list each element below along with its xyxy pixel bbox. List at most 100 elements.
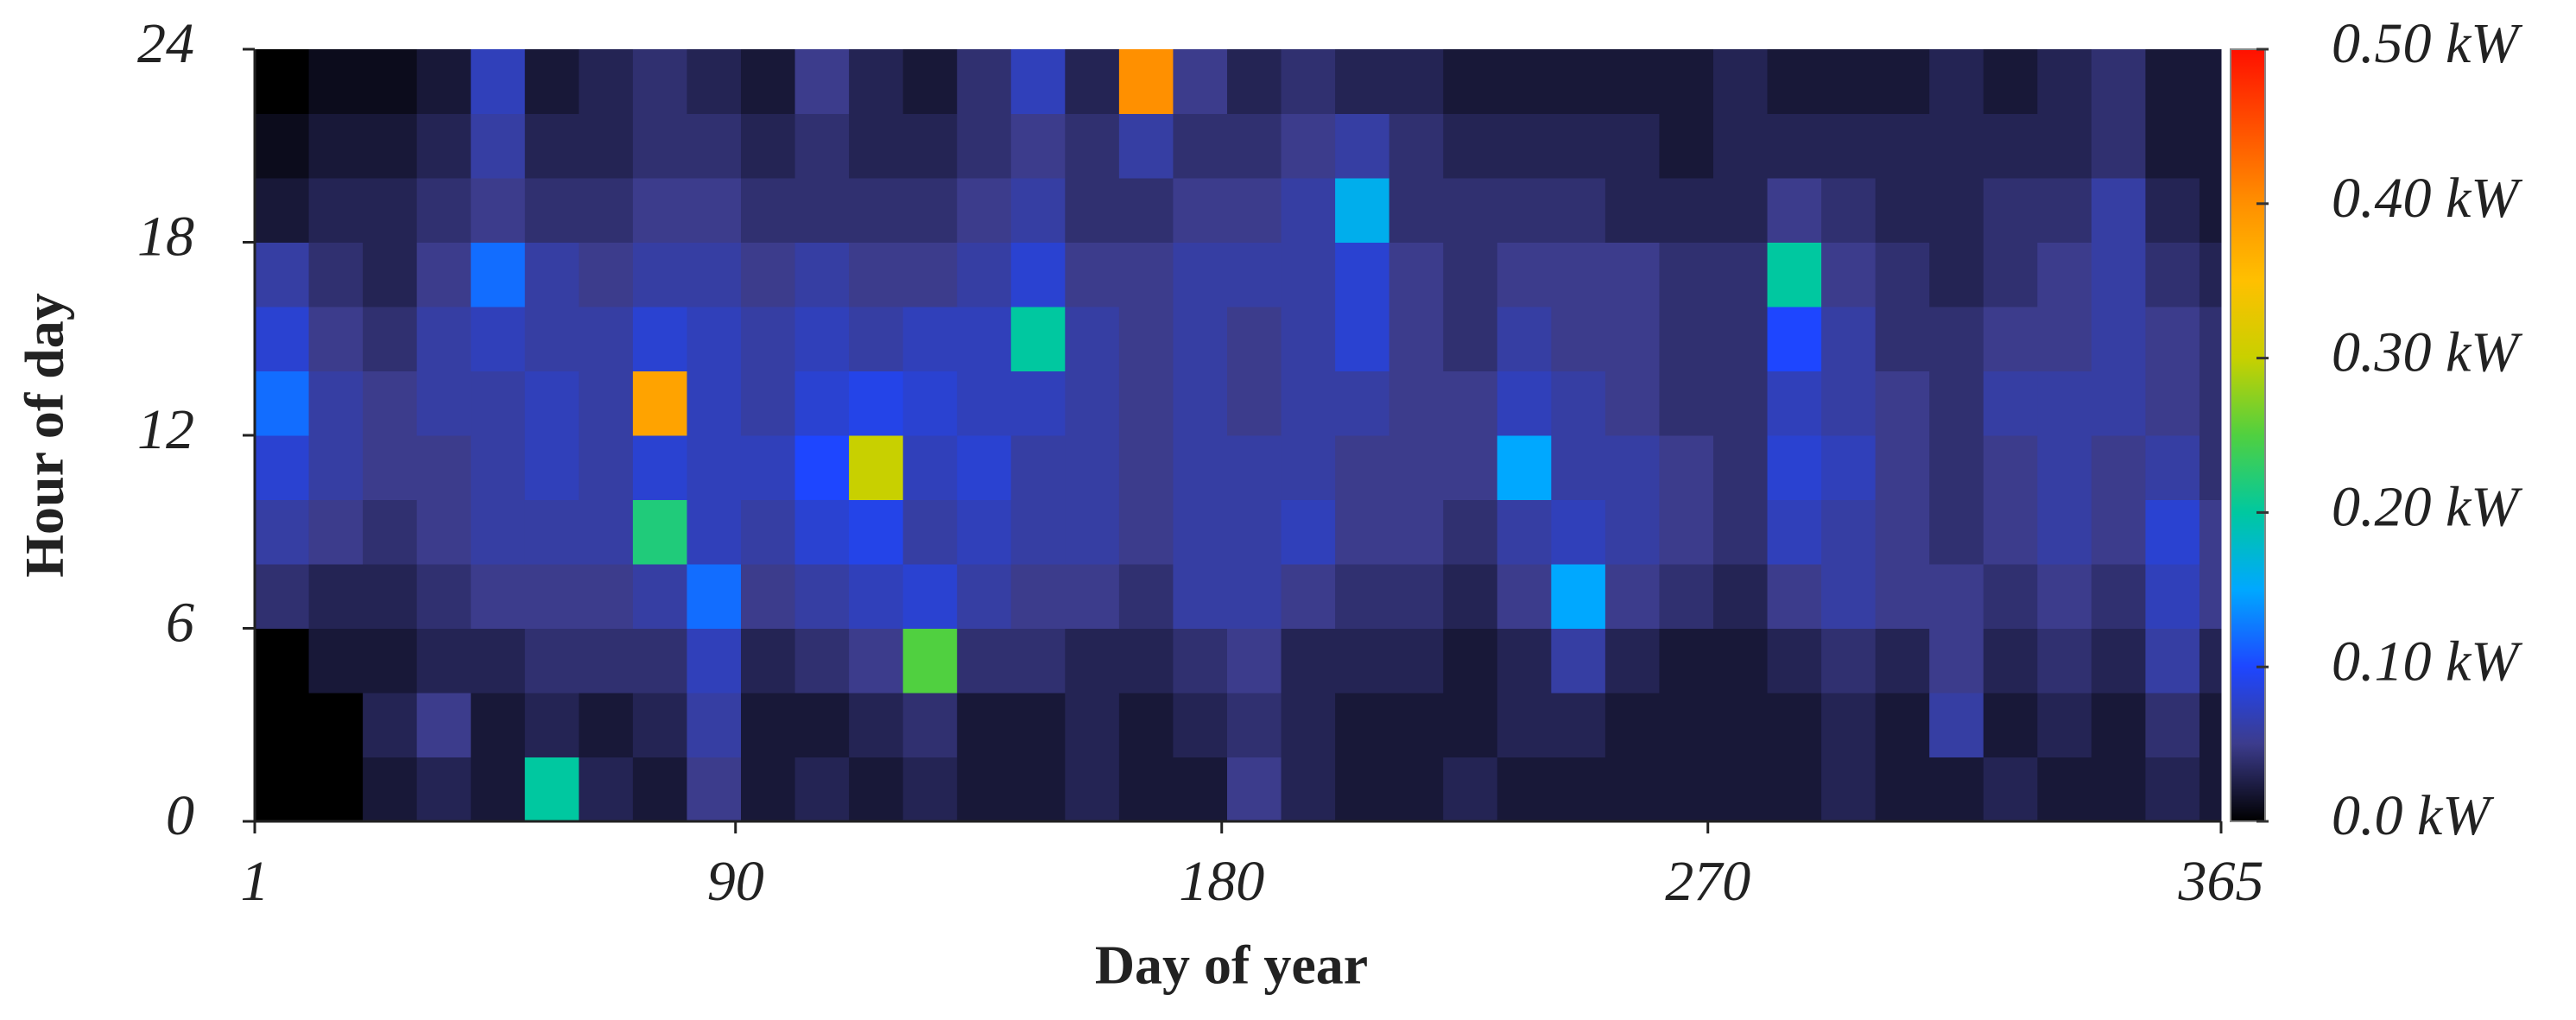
heatmap-cell [1659,435,1714,500]
heatmap-cell [1065,499,1120,565]
heatmap-cell [1659,499,1714,565]
heatmap-cell [2199,499,2222,565]
heatmap-cell [1173,242,1228,307]
heatmap-cell [1821,564,1877,629]
heatmap-cell [632,113,687,179]
heatmap-cell [1875,435,1930,500]
heatmap-cell [1821,499,1877,565]
heatmap-cell [1604,435,1660,500]
heatmap-cell [1875,499,1930,565]
heatmap-cell [1226,435,1282,500]
heatmap-cell [416,693,472,757]
heatmap-cell [1335,242,1390,307]
heatmap-cell [2037,693,2092,757]
heatmap-cell [1551,435,1606,500]
heatmap-cell [902,371,958,436]
heatmap-cell [1281,307,1336,371]
heatmap-cell [1065,242,1120,307]
heatmap-cell [1443,693,1498,757]
heatmap-cell [1929,371,1984,436]
heatmap-cell [2199,435,2222,500]
heatmap-cell [957,113,1012,179]
heatmap-cell [1173,499,1228,565]
heatmap-cell [1173,178,1228,243]
heatmap-cell [2091,628,2146,694]
heatmap-cell [1281,757,1336,822]
heatmap-cell [308,113,364,179]
heatmap-cell [2091,693,2146,757]
heatmap-cell [1443,49,1498,114]
heatmap-cell [849,113,904,179]
heatmap-cell [1604,242,1660,307]
heatmap-cell [2037,242,2092,307]
heatmap-cell [1821,628,1877,694]
heatmap-cell [1389,113,1444,179]
heatmap-cell [2145,49,2200,114]
heatmap-cell [1712,564,1769,629]
heatmap-cell [471,564,526,629]
heatmap-cell [1659,757,1714,822]
heatmap-cell [1226,242,1282,307]
heatmap-cell [416,499,472,565]
heatmap-cell [1335,178,1390,243]
heatmap-cell [1389,564,1444,629]
heatmap-cell [957,49,1012,114]
heatmap-cell [255,178,310,243]
heatmap-cell [2199,564,2222,629]
heatmap-cell [1118,499,1174,565]
heatmap-cell [794,628,850,694]
heatmap-cell [1983,757,2038,822]
heatmap-cell [1010,693,1066,757]
heatmap-cell [308,178,364,243]
heatmap-cell [1226,307,1282,371]
heatmap-cell [1875,242,1930,307]
heatmap-cell [1010,371,1066,436]
heatmap-cell [255,242,310,307]
heatmap-cell [1443,435,1498,500]
heatmap-cell [471,178,526,243]
heatmap-cell [740,307,796,371]
heatmap-cell [2037,371,2092,436]
heatmap-cell [794,693,850,757]
colorbar-tick-label: 0.0 kW [2332,784,2494,847]
heatmap-cell [1118,564,1174,629]
heatmap-cell [471,242,526,307]
heatmap-cell [1659,371,1714,436]
heatmap-cell [1983,242,2038,307]
heatmap-cell [1443,628,1498,694]
heatmap-cell [1712,307,1769,371]
heatmap-cell [363,435,418,500]
heatmap-cell [687,757,742,822]
heatmap-cell [1173,628,1228,694]
heatmap-cell [363,49,418,114]
heatmap-cell [2145,628,2200,694]
heatmap-cell [1659,307,1714,371]
heatmap-cell [2091,242,2146,307]
heatmap-cell [1118,435,1174,500]
heatmap-cell [2145,178,2200,243]
heatmap-cell [1604,113,1660,179]
heatmap-cell [1659,113,1714,179]
heatmap-cell [1875,49,1930,114]
heatmap-cell [1712,371,1769,436]
heatmap-cell [1929,693,1984,757]
heatmap-cell [902,178,958,243]
heatmap-cell [416,435,472,500]
heatmap-cell [1497,564,1552,629]
heatmap-cell [1983,693,2038,757]
heatmap-cell [1497,178,1552,243]
heatmap-cell [1712,499,1769,565]
heatmap-cell [2037,178,2092,243]
heatmap-cell [740,693,796,757]
heatmap-cell [579,564,634,629]
heatmap-cell [1983,113,2038,179]
heatmap-cell [2145,242,2200,307]
heatmap-cell [2199,757,2222,822]
heatmap-cell [957,178,1012,243]
heatmap-cell [849,371,904,436]
heatmap-cell [632,242,687,307]
y-tick-label: 12 [137,398,194,461]
heatmap-cell [2145,435,2200,500]
heatmap-cell [524,757,579,822]
